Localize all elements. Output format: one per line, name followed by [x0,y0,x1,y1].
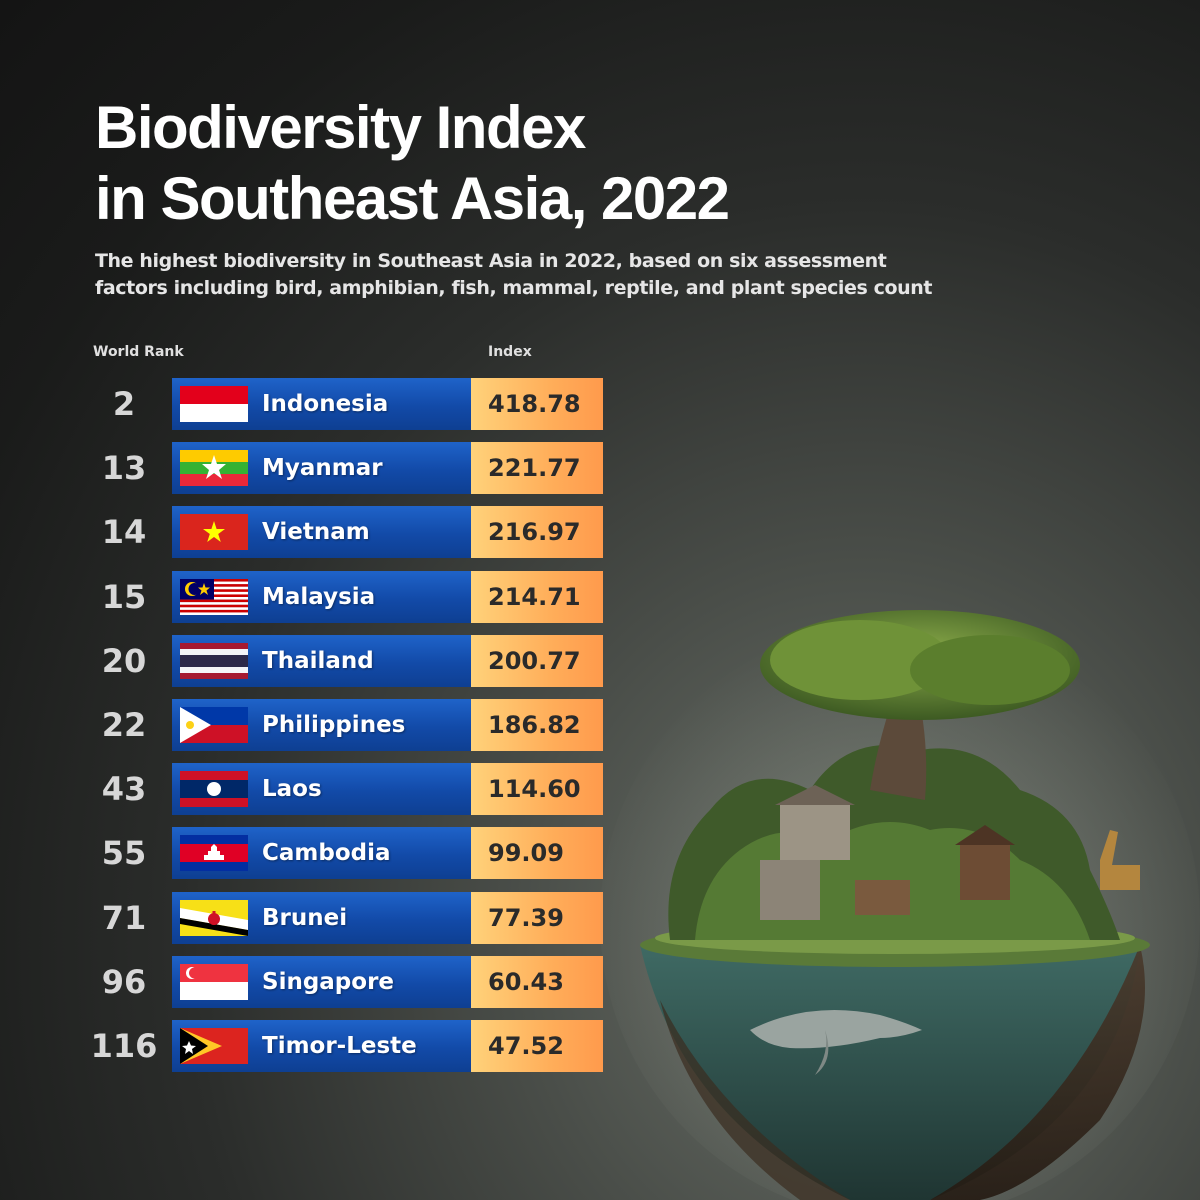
index-cell: 200.77 [471,634,603,687]
index-value: 418.78 [488,390,581,418]
table-row: 15 Malaysia 214.71 [0,570,620,623]
chart-subtitle: The highest biodiversity in Southeast As… [95,248,995,302]
table-row: 2 Indonesia 418.78 [0,378,620,430]
country-bar: Philippines [172,699,471,751]
malaysia-flag-icon [180,578,248,615]
table-row: 96 Singapore 60.43 [0,955,620,1008]
table-row: 13 Myanmar 221.77 [0,442,620,495]
country-name: Cambodia [262,840,391,867]
singapore-flag-icon [180,963,248,1000]
country-name: Vietnam [262,519,370,546]
vietnam-flag-icon [180,514,248,551]
country-name: Malaysia [262,583,376,610]
index-header: Index [488,344,532,360]
world-rank-value: 43 [101,770,147,809]
index-value: 60.43 [488,967,564,996]
cambodia-flag-icon [180,835,248,872]
table-row: 116 Timor-Leste 47.52 [0,1020,620,1072]
index-value: 186.82 [488,711,581,739]
world-rank-value: 15 [101,577,147,616]
index-value: 99.09 [488,839,564,868]
index-cell: 186.82 [471,699,603,751]
world-rank-value: 55 [101,834,147,873]
index-value: 47.52 [488,1032,564,1060]
index-value: 214.71 [488,582,581,611]
table-row: 55 Cambodia 99.09 [0,827,620,880]
world-rank-value: 2 [112,385,136,423]
table-row: 20 Thailand 200.77 [0,634,620,687]
thailand-flag-icon [180,642,248,679]
country-name: Thailand [262,647,374,674]
indonesia-flag-icon [180,386,248,422]
index-value: 77.39 [488,903,564,932]
country-name: Singapore [262,968,395,995]
world-rank-value: 22 [101,706,147,744]
country-bar: Cambodia [172,827,471,880]
index-cell: 60.43 [471,955,603,1008]
world-rank-value: 116 [90,1027,158,1065]
title-line-2: in Southeast Asia, 2022 [95,165,730,232]
laos-flag-icon [180,771,248,808]
index-cell: 47.52 [471,1020,603,1072]
country-bar: Thailand [172,634,471,687]
country-name: Myanmar [262,455,383,482]
index-cell: 99.09 [471,827,603,880]
title-line-1: Biodiversity Index [95,94,586,161]
world-rank-value: 96 [101,962,147,1001]
country-bar: Malaysia [172,570,471,623]
index-cell: 214.71 [471,570,603,623]
country-bar: Indonesia [172,378,471,430]
floating-island-illustration [600,610,1200,1200]
country-bar: Timor-Leste [172,1020,471,1072]
index-cell: 418.78 [471,378,603,430]
index-value: 221.77 [488,454,581,483]
country-bar: Brunei [172,891,471,944]
index-value: 200.77 [488,646,581,675]
chart-title: Biodiversity Index in Southeast Asia, 20… [95,92,730,234]
myanmar-flag-icon [180,450,248,487]
table-row: 71 Brunei 77.39 [0,891,620,944]
country-name: Timor-Leste [262,1033,417,1059]
country-name: Brunei [262,904,348,931]
index-cell: 221.77 [471,442,603,495]
country-bar: Laos [172,763,471,816]
index-cell: 77.39 [471,891,603,944]
index-value: 114.60 [488,775,581,804]
world-rank-header: World Rank [93,344,184,360]
world-rank-value: 14 [101,513,147,552]
country-name: Laos [262,776,322,803]
country-bar: Myanmar [172,442,471,495]
index-value: 216.97 [488,518,581,547]
index-cell: 216.97 [471,506,603,559]
country-bar: Vietnam [172,506,471,559]
country-name: Indonesia [262,391,389,417]
world-rank-value: 71 [101,898,147,937]
subtitle-line-2: factors including bird, amphibian, fish,… [95,277,933,299]
table-row: 14 Vietnam 216.97 [0,506,620,559]
brunei-flag-icon [180,899,248,936]
index-cell: 114.60 [471,763,603,816]
world-rank-value: 20 [101,641,147,680]
philippines-flag-icon [180,707,248,743]
timor-leste-flag-icon [180,1028,248,1064]
table-row: 43 Laos 114.60 [0,763,620,816]
subtitle-line-1: The highest biodiversity in Southeast As… [95,250,887,272]
table-row: 22 Philippines 186.82 [0,699,620,751]
country-bar: Singapore [172,955,471,1008]
country-name: Philippines [262,712,406,738]
world-rank-value: 13 [101,449,147,488]
